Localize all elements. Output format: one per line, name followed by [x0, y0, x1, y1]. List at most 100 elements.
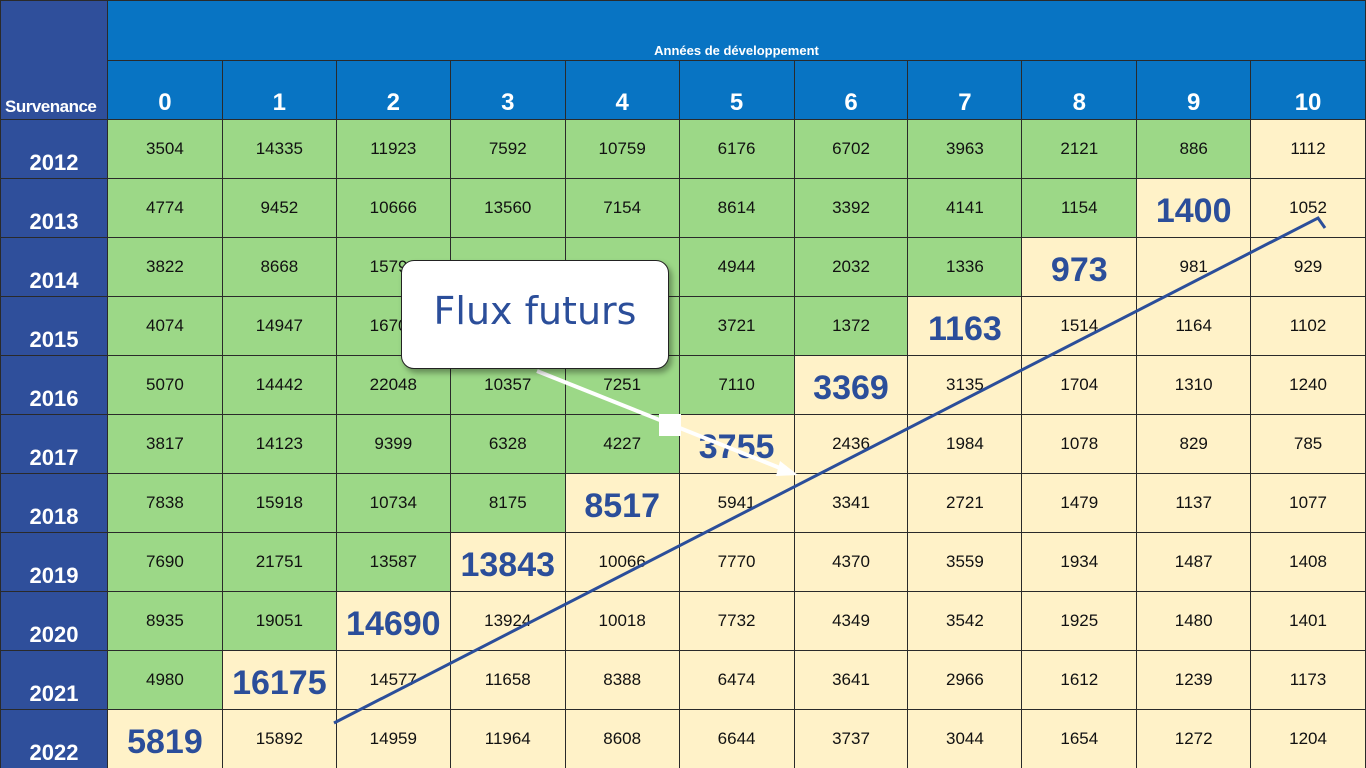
table-cell: 1704	[1021, 355, 1138, 415]
table-cell: 1102	[1250, 296, 1366, 356]
table-cell: 4774	[106, 178, 223, 238]
table-cell: 3817	[106, 414, 223, 474]
dev-year-header-4: 4	[564, 60, 680, 120]
table-cell: 1487	[1136, 532, 1252, 592]
table-cell: 8668	[221, 237, 337, 297]
table-cell: 8608	[564, 709, 680, 768]
table-cell: 2721	[907, 473, 1023, 533]
table-cell: 14442	[221, 355, 337, 415]
table-cell: 2436	[793, 414, 909, 474]
occurrence-year-2014: 2014	[0, 237, 108, 297]
table-cell: 8935	[106, 591, 223, 651]
table-cell: 14959	[335, 709, 451, 768]
occurrence-year-2013: 2013	[0, 178, 108, 238]
table-cell: 1154	[1021, 178, 1138, 238]
dev-year-header-9: 9	[1136, 60, 1252, 120]
table-cell: 785	[1250, 414, 1366, 474]
table-cell: 1984	[907, 414, 1023, 474]
table-cell: 1654	[1021, 709, 1138, 768]
table-row: 2018 7838 15918 10734 8175 8517 5941 3341 2721 14…	[0, 473, 1366, 533]
future-flow-cell: 5819	[106, 709, 223, 768]
table-cell: 2966	[907, 650, 1023, 710]
table-cell: 10734	[335, 473, 451, 533]
table-cell: 8614	[678, 178, 795, 238]
future-flow-cell: 16175	[221, 650, 337, 710]
table-cell: 3559	[907, 532, 1023, 592]
occurrence-year-2018: 2018	[0, 473, 108, 533]
future-flow-cell: 3755	[678, 414, 795, 474]
table-cell: 4944	[678, 237, 795, 297]
table-cell: 6474	[678, 650, 795, 710]
table-cell: 14577	[335, 650, 451, 710]
dev-year-header-5: 5	[678, 60, 795, 120]
future-flow-cell: 14690	[335, 591, 451, 651]
table-row: 2020 8935 19051 14690 13924 10018 7732 4349 3542…	[0, 591, 1366, 651]
occurrence-year-2012: 2012	[0, 119, 108, 179]
occurrence-year-2022: 2022	[0, 709, 108, 768]
table-cell: 4141	[907, 178, 1023, 238]
dev-year-header-6: 6	[793, 60, 909, 120]
table-cell: 3963	[907, 119, 1023, 179]
table-cell: 1514	[1021, 296, 1138, 356]
table-cell: 9399	[335, 414, 451, 474]
table-cell: 1052	[1250, 178, 1366, 238]
table-cell: 3721	[678, 296, 795, 356]
table-cell: 1239	[1136, 650, 1252, 710]
table-cell: 15892	[221, 709, 337, 768]
occurrence-year-2016: 2016	[0, 355, 108, 415]
table-cell: 3044	[907, 709, 1023, 768]
table-cell: 7154	[564, 178, 680, 238]
table-cell: 9452	[221, 178, 337, 238]
table-cell: 14123	[221, 414, 337, 474]
table-row: 2015 4074 14947 16703 3721 1372 1163 1514 1164 11…	[0, 296, 1366, 356]
table-cell: 3392	[793, 178, 909, 238]
future-flow-cell: 3369	[793, 355, 909, 415]
table-cell: 7770	[678, 532, 795, 592]
table-cell: 6644	[678, 709, 795, 768]
table-cell: 1479	[1021, 473, 1138, 533]
occurrence-year-2021: 2021	[0, 650, 108, 710]
table-cell: 19051	[221, 591, 337, 651]
table-cell: 1480	[1136, 591, 1252, 651]
occurrence-year-2019: 2019	[0, 532, 108, 592]
table-cell: 1925	[1021, 591, 1138, 651]
future-flow-cell: 1163	[907, 296, 1023, 356]
table-cell: 15918	[221, 473, 337, 533]
dev-year-header-3: 3	[449, 60, 566, 120]
table-cell: 3822	[106, 237, 223, 297]
table-cell: 1934	[1021, 532, 1138, 592]
table-cell: 1272	[1136, 709, 1252, 768]
table-cell: 2121	[1021, 119, 1138, 179]
table-row: 2014 3822 8668 15799 4944 2032 1336 973 981 929	[0, 237, 1366, 297]
table-row: 2022 5819 15892 14959 11964 8608 6644 3737 3044 1…	[0, 709, 1366, 768]
table-cell: 6176	[678, 119, 795, 179]
table-cell: 4074	[106, 296, 223, 356]
table-cell: 1137	[1136, 473, 1252, 533]
table-cell: 3542	[907, 591, 1023, 651]
dev-year-header-8: 8	[1021, 60, 1138, 120]
table-cell: 1310	[1136, 355, 1252, 415]
callout-label: Flux futurs	[433, 288, 637, 333]
table-cell: 13560	[449, 178, 566, 238]
table-row: 2021 4980 16175 14577 11658 8388 6474 3641 2966 1…	[0, 650, 1366, 710]
table-cell: 3504	[106, 119, 223, 179]
corner-header-survenance: Survenance	[0, 0, 108, 120]
table-row: 2017 3817 14123 9399 6328 4227 3755 2436 1984 107…	[0, 414, 1366, 474]
dev-year-header-0: 0	[106, 60, 223, 120]
table-cell: 10018	[564, 591, 680, 651]
table-cell: 2032	[793, 237, 909, 297]
occurrence-year-2015: 2015	[0, 296, 108, 356]
future-flow-cell: 13843	[449, 532, 566, 592]
table-cell: 1612	[1021, 650, 1138, 710]
table-row: 2012 3504 14335 11923 7592 10759 6176 6702 3963 2…	[0, 119, 1366, 179]
table-cell: 14335	[221, 119, 337, 179]
table-cell: 1164	[1136, 296, 1252, 356]
table-cell: 1401	[1250, 591, 1366, 651]
occurrence-year-2017: 2017	[0, 414, 108, 474]
table-cell: 21751	[221, 532, 337, 592]
table-cell: 1078	[1021, 414, 1138, 474]
table-cell: 4980	[106, 650, 223, 710]
table-cell: 3641	[793, 650, 909, 710]
table-cell: 3737	[793, 709, 909, 768]
future-flow-cell: 1400	[1136, 178, 1252, 238]
